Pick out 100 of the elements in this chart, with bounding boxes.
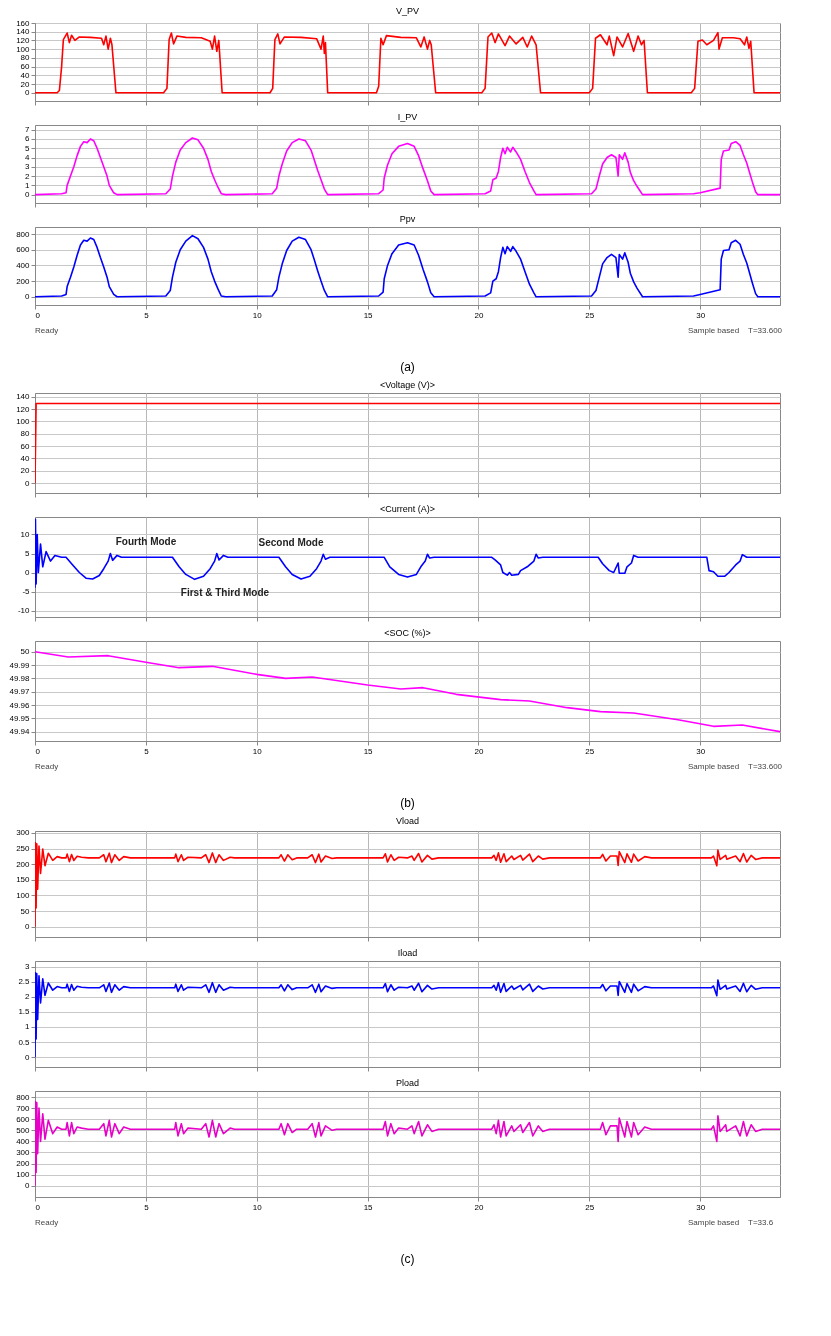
y-tick-label: 600 — [16, 1114, 31, 1124]
y-tick-label: 120 — [16, 35, 31, 45]
y-tick-label: 0 — [25, 478, 31, 488]
y-tick-label: 100 — [16, 416, 31, 426]
y-tick-label: 40 — [20, 70, 31, 80]
x-tick-label: 30 — [696, 746, 706, 756]
y-tick-label: 2 — [25, 992, 31, 1002]
y-tick-label: 49.95 — [9, 713, 31, 723]
y-tick-label: 80 — [20, 429, 31, 439]
y-tick-label: 60 — [20, 62, 31, 72]
text: Ready — [35, 326, 59, 335]
y-tick-label: 800 — [16, 229, 31, 239]
x-tick-label: 15 — [363, 310, 374, 320]
chart-title: Ppv — [399, 214, 416, 224]
y-tick-label: 1.5 — [18, 1007, 31, 1017]
x-tick-label: 10 — [252, 1202, 263, 1212]
annotation: Second Mode — [258, 537, 324, 548]
y-tick-label: 49.94 — [9, 727, 31, 737]
x-tick-label: 25 — [585, 310, 595, 320]
y-tick-label: 600 — [16, 245, 31, 255]
x-tick-label: 20 — [474, 1202, 484, 1212]
line-series — [35, 137, 780, 196]
y-tick-label: 2 — [25, 171, 31, 181]
line-series — [35, 971, 780, 1058]
text: Sample based — [688, 762, 740, 771]
chart-title: <Voltage (V)> — [379, 379, 436, 390]
text: Sample based — [688, 326, 740, 335]
chart-title: <SOC (%)> — [384, 628, 431, 638]
y-tick-label: 500 — [16, 1125, 31, 1135]
y-tick-label: 0 — [25, 190, 31, 200]
y-tick-label: 160 — [16, 18, 31, 28]
x-tick-label: 30 — [696, 310, 706, 320]
y-tick-label: 200 — [16, 859, 31, 869]
text: Ready — [35, 762, 59, 771]
y-tick-label: 150 — [16, 875, 31, 885]
y-tick-label: 49.98 — [9, 673, 31, 683]
x-tick-label: 15 — [363, 746, 374, 756]
line-series — [35, 31, 780, 94]
y-tick-label: 3 — [25, 162, 31, 172]
y-tick-label: -5 — [22, 587, 31, 597]
y-tick-label: 50 — [20, 647, 31, 657]
y-tick-label: 40 — [20, 453, 31, 463]
y-tick-label: 140 — [16, 27, 31, 37]
annotation: First & Third Mode — [180, 587, 270, 598]
y-tick-label: 20 — [20, 79, 31, 89]
line-series — [35, 650, 780, 733]
x-tick-label: 15 — [363, 1202, 374, 1212]
y-tick-label: 5 — [25, 549, 31, 558]
y-tick-label: 800 — [16, 1092, 31, 1102]
line-series — [35, 842, 780, 928]
y-tick-label: 140 — [16, 392, 31, 402]
chart-title: <Current (A)> — [379, 504, 436, 514]
y-tick-label: 300 — [16, 1147, 31, 1157]
y-tick-label: 0.5 — [18, 1037, 31, 1047]
line-series — [35, 1100, 780, 1187]
line-series — [35, 234, 780, 298]
y-tick-label: 60 — [20, 441, 31, 451]
y-tick-label: 49.97 — [9, 687, 31, 697]
x-tick-label: 0 — [35, 1202, 41, 1212]
text: T=33.6 — [748, 1218, 774, 1227]
y-tick-label: 2.5 — [18, 977, 31, 987]
x-tick-label: 20 — [474, 746, 484, 756]
y-tick-label: 700 — [16, 1103, 31, 1113]
y-tick-label: 6 — [25, 134, 31, 144]
y-tick-label: 100 — [16, 1170, 31, 1180]
text: Sample based — [688, 1218, 740, 1227]
y-tick-label: 50 — [20, 906, 31, 916]
chart-title: Vload — [395, 815, 420, 826]
chart-title: I_PV — [397, 112, 418, 122]
y-tick-label: 100 — [16, 44, 31, 54]
y-tick-label: 200 — [16, 276, 31, 286]
x-tick-label: 5 — [144, 1202, 150, 1212]
y-tick-label: 200 — [16, 1159, 31, 1169]
y-tick-label: 49.96 — [9, 700, 31, 710]
y-tick-label: 100 — [16, 890, 31, 900]
x-tick-label: 30 — [696, 1202, 706, 1212]
y-tick-label: 10 — [20, 529, 31, 539]
x-tick-label: 10 — [252, 310, 263, 320]
text: (c) — [400, 1252, 415, 1266]
text: (a) — [400, 360, 415, 374]
x-tick-label: 20 — [474, 310, 484, 320]
y-tick-label: 4 — [25, 153, 31, 162]
x-tick-label: 25 — [585, 1202, 595, 1212]
x-tick-label: 10 — [252, 746, 263, 756]
text: (b) — [400, 796, 415, 810]
y-tick-label: -10 — [17, 606, 31, 616]
y-tick-label: 0 — [25, 1052, 31, 1062]
y-tick-label: 5 — [25, 143, 31, 153]
x-tick-label: 0 — [35, 746, 41, 756]
x-tick-label: 25 — [585, 746, 595, 756]
chart-title: Pload — [395, 1078, 420, 1088]
x-tick-label: 5 — [144, 310, 150, 320]
chart-title: Iload — [397, 948, 418, 958]
text: Ready — [35, 1218, 59, 1227]
y-tick-label: 400 — [16, 1136, 31, 1146]
y-tick-label: 0 — [25, 922, 31, 932]
y-tick-label: 120 — [16, 404, 31, 414]
y-tick-label: 1 — [25, 180, 31, 190]
y-tick-label: 49.99 — [9, 660, 31, 670]
y-tick-label: 1 — [25, 1022, 31, 1032]
